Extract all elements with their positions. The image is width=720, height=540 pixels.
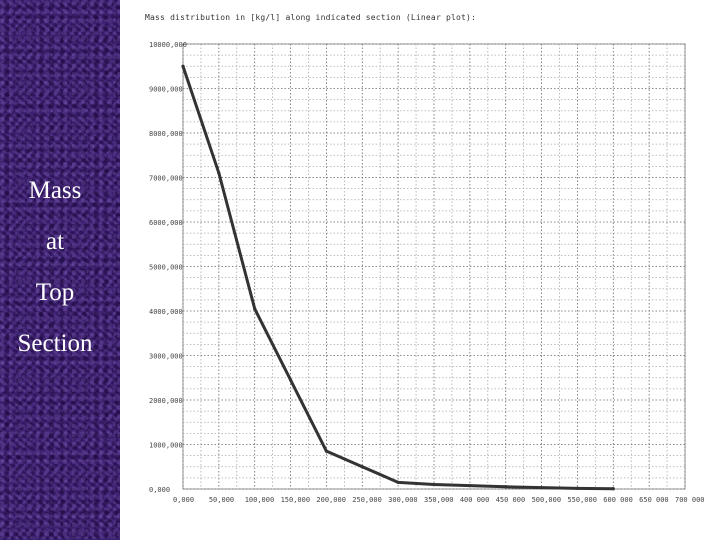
data-point [396,480,400,484]
x-tick-label: 300,000 [388,496,418,504]
data-point [432,482,436,487]
x-tick-label: 400 000 [460,496,490,504]
data-point [575,486,580,490]
data-point [504,485,508,489]
y-tick-label: 1000,000 [149,442,183,450]
x-tick-label: 50,000 [209,496,234,504]
data-point [360,465,364,469]
side-label-mass: Mass [28,177,82,204]
plot-area: 0,000 1000,000 2000,000 3000,000 4000,000 500… [149,41,705,504]
x-tick-label: 500,000 [532,496,562,504]
x-tick-label: 250,000 [352,496,382,504]
data-point [468,484,472,488]
y-tick-label: 10000,000 [149,41,187,49]
x-tick-label: 600 000 [603,496,633,504]
y-tick-label: 9000,000 [149,86,183,94]
data-point [288,378,293,382]
x-tick-label: 550,000 [567,496,597,504]
x-tick-label: 350,000 [424,496,454,504]
side-label-section: Section [17,330,93,357]
x-tick-label: 100,000 [245,496,275,504]
y-tick-label: 8000,000 [149,130,183,138]
x-tick-label: 450 000 [496,496,526,504]
y-tick-label: 7000,000 [149,175,183,183]
y-tick-label: 3000,000 [149,353,183,361]
side-label-top: Top [35,279,75,306]
y-tick-label: 6000,000 [149,219,183,227]
data-point [217,171,221,175]
y-tick-label: 4000,000 [149,308,183,316]
x-tick-label: 700 000 [675,496,705,504]
x-tick-label: 650 000 [639,496,669,504]
y-tick-label: 5000,000 [149,264,183,272]
data-point [253,307,257,311]
side-panel: Mass at Top Section [0,0,120,540]
y-tick-label: 2000,000 [149,397,183,405]
side-label-at: at [45,228,65,255]
y-tick-label: 0,000 [149,486,170,494]
x-tick-label: 150,000 [281,496,311,504]
data-point [539,486,544,490]
data-point [181,64,185,68]
data-point [324,449,329,453]
side-labels: Mass at Top Section [0,170,110,374]
x-tick-label: 200,000 [316,496,346,504]
x-tick-label: 0,000 [173,496,194,504]
data-point [611,487,615,491]
chart-title: Mass distribution in [kg/l] along indica… [145,13,477,22]
